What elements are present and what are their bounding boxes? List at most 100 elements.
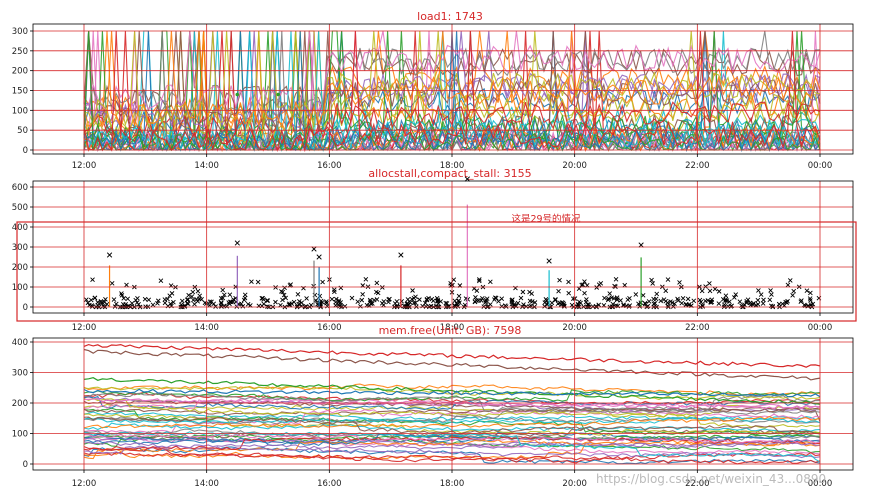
allocstall-marker [474, 288, 480, 294]
y-tick-label: 600 [12, 183, 28, 193]
allocstall-marker [429, 296, 435, 302]
y-tick-label: 100 [12, 106, 28, 116]
allocstall-marker [155, 298, 161, 304]
allocstall-marker [665, 300, 670, 306]
allocstall-marker [282, 285, 287, 291]
allocstall-marker [680, 295, 686, 301]
allocstall-marker [663, 288, 669, 294]
allocstall-marker [804, 288, 810, 294]
allocstall-marker [651, 296, 656, 302]
allocstall-marker [375, 290, 381, 296]
allocstall-marker [697, 297, 703, 303]
allocstall-marker [413, 300, 418, 306]
allocstall-marker [614, 297, 620, 302]
allocstall-marker [125, 296, 131, 302]
allocstall-marker [265, 304, 270, 309]
allocstall-marker [805, 303, 810, 309]
allocstall-marker [703, 284, 708, 289]
allocstall-marker [426, 295, 431, 301]
allocstall-marker [760, 301, 766, 306]
allocstall-marker [767, 297, 773, 303]
allocstall-marker [411, 300, 417, 306]
allocstall-marker [446, 303, 452, 309]
x-tick-label: 18:00 [440, 161, 465, 171]
allocstall-marker [358, 304, 363, 309]
allocstall-marker [751, 301, 756, 306]
allocstall-marker [142, 296, 148, 302]
allocstall-marker [338, 285, 344, 291]
panel-load1-title: load1: 1743 [417, 10, 483, 23]
x-tick-label: 20:00 [562, 323, 587, 333]
allocstall-marker [707, 288, 713, 294]
y-tick-label: 250 [12, 47, 28, 57]
allocstall-marker [324, 299, 329, 304]
allocstall-marker [435, 298, 441, 304]
allocstall-peak-marker [234, 240, 240, 246]
allocstall-marker [755, 302, 761, 307]
allocstall-marker [677, 280, 682, 285]
allocstall-marker [716, 289, 722, 294]
x-tick-label: 20:00 [562, 161, 587, 171]
allocstall-marker [297, 298, 302, 304]
allocstall-marker [209, 299, 214, 305]
allocstall-marker [731, 295, 737, 300]
allocstall-marker [578, 300, 583, 306]
allocstall-marker [410, 288, 415, 293]
allocstall-marker [240, 304, 246, 309]
x-tick-label: 16:00 [317, 323, 342, 333]
allocstall-marker [748, 302, 753, 308]
y-tick-label: 300 [12, 369, 28, 379]
panel-load1: load1: 1743 12:00 14:00 16:00 18:00 20:00 22:… [12, 10, 854, 171]
allocstall-marker [155, 301, 160, 306]
allocstall-marker [317, 293, 323, 299]
allocstall-peak-marker [398, 252, 404, 258]
allocstall-marker [510, 297, 515, 302]
memfree-frame [32, 337, 854, 471]
allocstall-marker [405, 297, 411, 302]
allocstall-marker [320, 279, 325, 285]
x-tick-label: 18:00 [440, 479, 465, 489]
allocstall-marker [707, 281, 712, 286]
allocstall-marker [518, 295, 524, 301]
allocstall-marker [221, 292, 227, 298]
allocstall-marker [195, 288, 201, 294]
allocstall-marker [549, 300, 555, 306]
allocstall-marker [92, 295, 98, 301]
allocstall-marker [278, 302, 283, 308]
allocstall-marker [784, 300, 790, 305]
allocstall-marker [566, 279, 571, 285]
y-tick-label: 0 [23, 303, 28, 313]
x-tick-label: 12:00 [72, 161, 97, 171]
allocstall-marker [582, 290, 587, 296]
allocstall-marker [283, 295, 289, 301]
allocstall-marker [194, 296, 199, 302]
allocstall-marker [329, 296, 335, 302]
allocstall-marker [90, 277, 95, 282]
x-tick-label: 22:00 [685, 323, 710, 333]
allocstall-marker [169, 291, 175, 296]
x-tick-label: 00:00 [808, 479, 833, 489]
allocstall-marker [423, 300, 428, 306]
allocstall-peak-marker [546, 258, 552, 264]
allocstall-marker [654, 291, 660, 297]
allocstall-marker [499, 304, 505, 309]
panel-memfree: mem.free(Unit: GB): 7598 12:00 14:00 16:00… [12, 324, 854, 489]
allocstall-marker [605, 297, 611, 303]
allocstall-marker [342, 303, 348, 309]
allocstall-marker [324, 300, 329, 306]
allocstall-marker [189, 294, 195, 299]
allocstall-marker [756, 288, 761, 293]
allocstall-marker [191, 297, 196, 303]
allocstall-marker [119, 291, 124, 296]
allocstall-marker [527, 298, 533, 304]
allocstall-marker [158, 278, 164, 283]
allocstall-marker [556, 288, 561, 294]
y-tick-label: 100 [12, 430, 28, 440]
allocstall-marker [744, 300, 749, 306]
allocstall-marker [454, 301, 460, 307]
watermark: https://blog.csdn.net/weixin_43...0890 [596, 472, 827, 486]
allocstall-marker [241, 297, 247, 303]
allocstall-marker [593, 303, 599, 309]
y-tick-label: 300 [12, 243, 28, 253]
